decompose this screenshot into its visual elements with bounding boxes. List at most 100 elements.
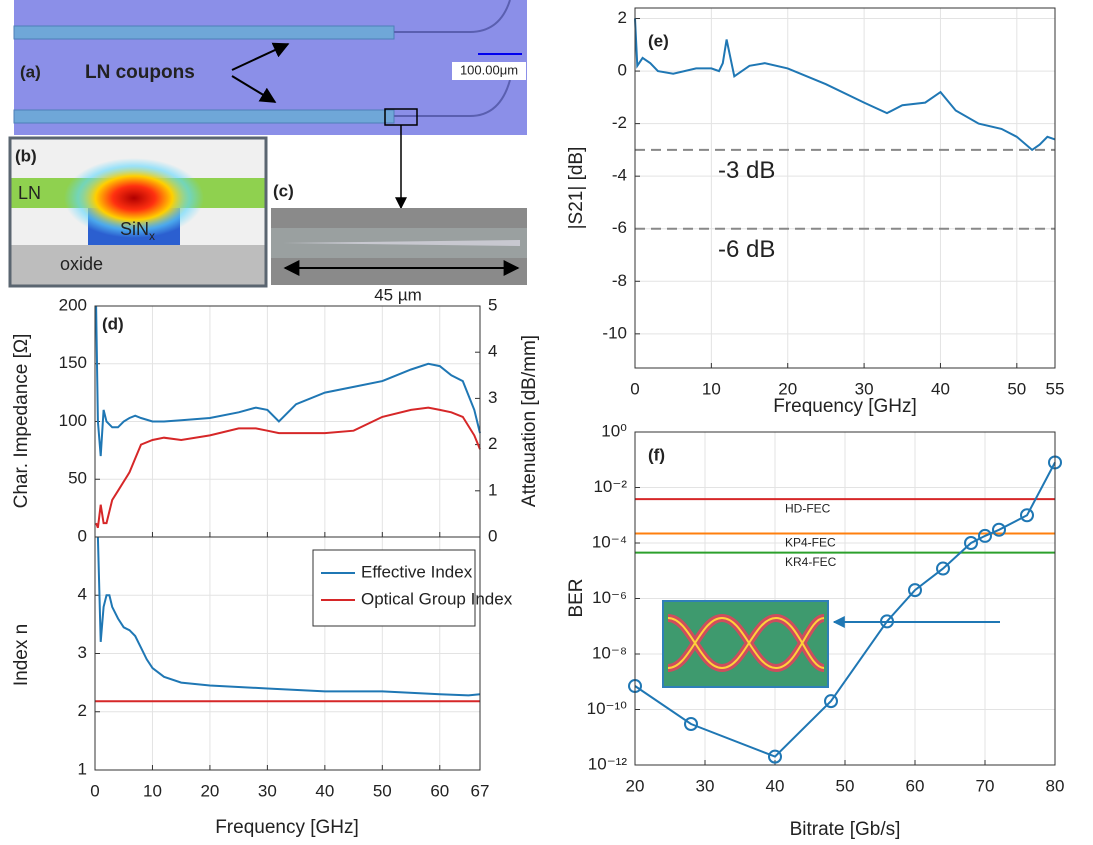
y-tick-label: 50 xyxy=(68,469,87,488)
data-point xyxy=(908,583,922,598)
eye-trace xyxy=(667,616,825,670)
panel-c: (c) 45 µm xyxy=(271,181,527,304)
y-tick-label: -6 xyxy=(612,218,627,237)
legend-entry: Effective Index xyxy=(361,562,473,581)
axes-frame xyxy=(634,431,1056,766)
x-tick-label: 60 xyxy=(430,781,449,800)
y-axis-label: BER xyxy=(566,578,587,617)
core-label: SiN xyxy=(120,219,149,239)
x-tick-label: 20 xyxy=(778,379,797,398)
layer-label: oxide xyxy=(60,254,103,274)
legend-entry: Optical Group Index xyxy=(361,589,513,608)
y2-tick-label: 5 xyxy=(488,295,497,314)
y-tick-label: 2 xyxy=(618,8,627,27)
y-tick-label: 0 xyxy=(78,526,87,545)
y-tick-label: 10⁻¹⁰ xyxy=(587,699,628,718)
x-tick-label: 30 xyxy=(258,781,277,800)
x-axis-label: Frequency [GHz] xyxy=(773,396,917,417)
arrow xyxy=(231,42,290,71)
panel-label: (c) xyxy=(273,181,294,200)
x-tick-label: 70 xyxy=(976,776,995,795)
y-tick-label: 10⁻⁴ xyxy=(592,532,627,551)
optical-mode xyxy=(64,158,204,238)
y-tick-label: -8 xyxy=(612,271,627,290)
y-tick-label: 10⁰ xyxy=(601,421,627,440)
y-tick-label: 0 xyxy=(618,61,627,80)
x-tick-label: 67 xyxy=(471,781,490,800)
scale-label: 100.00μm xyxy=(460,62,518,77)
y-tick-label: 10⁻⁶ xyxy=(592,588,627,607)
reference-label: -3 dB xyxy=(718,157,775,184)
legend-box xyxy=(312,549,476,627)
y-tick-label: -10 xyxy=(602,323,627,342)
x-tick-label: 40 xyxy=(315,781,334,800)
x-tick-label: 0 xyxy=(90,781,99,800)
panel-a: (a) LN coupons 100.00μm xyxy=(13,0,527,210)
y-tick-label: 200 xyxy=(59,295,87,314)
dimension-label: 45 µm xyxy=(374,285,422,304)
x-tick-label: 80 xyxy=(1046,776,1065,795)
data-point xyxy=(992,522,1006,537)
x-tick-label: 30 xyxy=(696,776,715,795)
data-point xyxy=(824,694,838,709)
y2-tick-label: 2 xyxy=(488,434,497,453)
eye-diagram xyxy=(662,600,1000,688)
x-tick-label: 10 xyxy=(143,781,162,800)
series-line xyxy=(96,536,481,697)
panel-b: (b) LN SiNx oxide xyxy=(8,136,268,288)
y2-tick-label: 0 xyxy=(488,526,497,545)
reference-label: -6 dB xyxy=(718,236,775,263)
reference-label: KP4-FEC xyxy=(785,536,836,550)
series-line xyxy=(634,18,1056,152)
panel-label: (e) xyxy=(648,31,669,50)
annotation: LN coupons xyxy=(85,62,195,83)
data-point xyxy=(936,561,950,576)
y-axis-label: Index n xyxy=(11,624,32,686)
series-line xyxy=(95,406,481,529)
x-tick-label: 10 xyxy=(702,379,721,398)
x-tick-label: 0 xyxy=(630,379,639,398)
y-tick-label: 10⁻² xyxy=(593,477,627,496)
panel-label: (d) xyxy=(102,314,124,333)
y2-tick-label: 4 xyxy=(488,342,497,361)
coupon xyxy=(13,109,395,124)
y-axis-label: Char. Impedance [Ω] xyxy=(11,334,32,509)
y-tick-label: 3 xyxy=(78,643,87,662)
waveguide xyxy=(394,0,511,117)
scale-box xyxy=(452,62,526,80)
y-tick-label: 100 xyxy=(59,411,87,430)
panel-label: (a) xyxy=(20,62,41,81)
data-point xyxy=(978,528,992,543)
y-tick-label: 10⁻¹² xyxy=(588,754,628,773)
y-tick-label: 150 xyxy=(59,353,87,372)
axes-frame xyxy=(634,7,1056,369)
x-tick-label: 50 xyxy=(373,781,392,800)
series-line xyxy=(95,305,481,457)
x-axis-label: Frequency [GHz] xyxy=(215,817,359,838)
y-tick-label: 10⁻⁸ xyxy=(592,643,627,662)
oxide-layer xyxy=(10,245,266,286)
y-tick-label: 4 xyxy=(78,585,87,604)
x-tick-label: 20 xyxy=(626,776,645,795)
x-tick-label: 50 xyxy=(1007,379,1026,398)
data-point xyxy=(964,536,978,550)
data-point xyxy=(684,717,698,732)
y2-tick-label: 3 xyxy=(488,388,497,407)
taper xyxy=(283,240,520,246)
y-tick-label: 1 xyxy=(78,759,87,778)
x-tick-label: 30 xyxy=(855,379,874,398)
y-tick-label: 2 xyxy=(78,701,87,720)
y-axis-label: |S21| [dB] xyxy=(566,147,587,230)
x-tick-label: 20 xyxy=(200,781,219,800)
y2-tick-label: 1 xyxy=(488,480,497,499)
reference-label: KR4-FEC xyxy=(785,555,837,569)
data-point xyxy=(1020,508,1034,523)
y-tick-label: -4 xyxy=(612,166,627,185)
x-tick-label: 40 xyxy=(766,776,785,795)
panel-label: (b) xyxy=(15,146,37,165)
x-axis-label: Bitrate [Gb/s] xyxy=(790,819,901,840)
y-tick-label: -2 xyxy=(612,113,627,132)
y2-axis-label: Attenuation [dB/mm] xyxy=(519,335,540,507)
